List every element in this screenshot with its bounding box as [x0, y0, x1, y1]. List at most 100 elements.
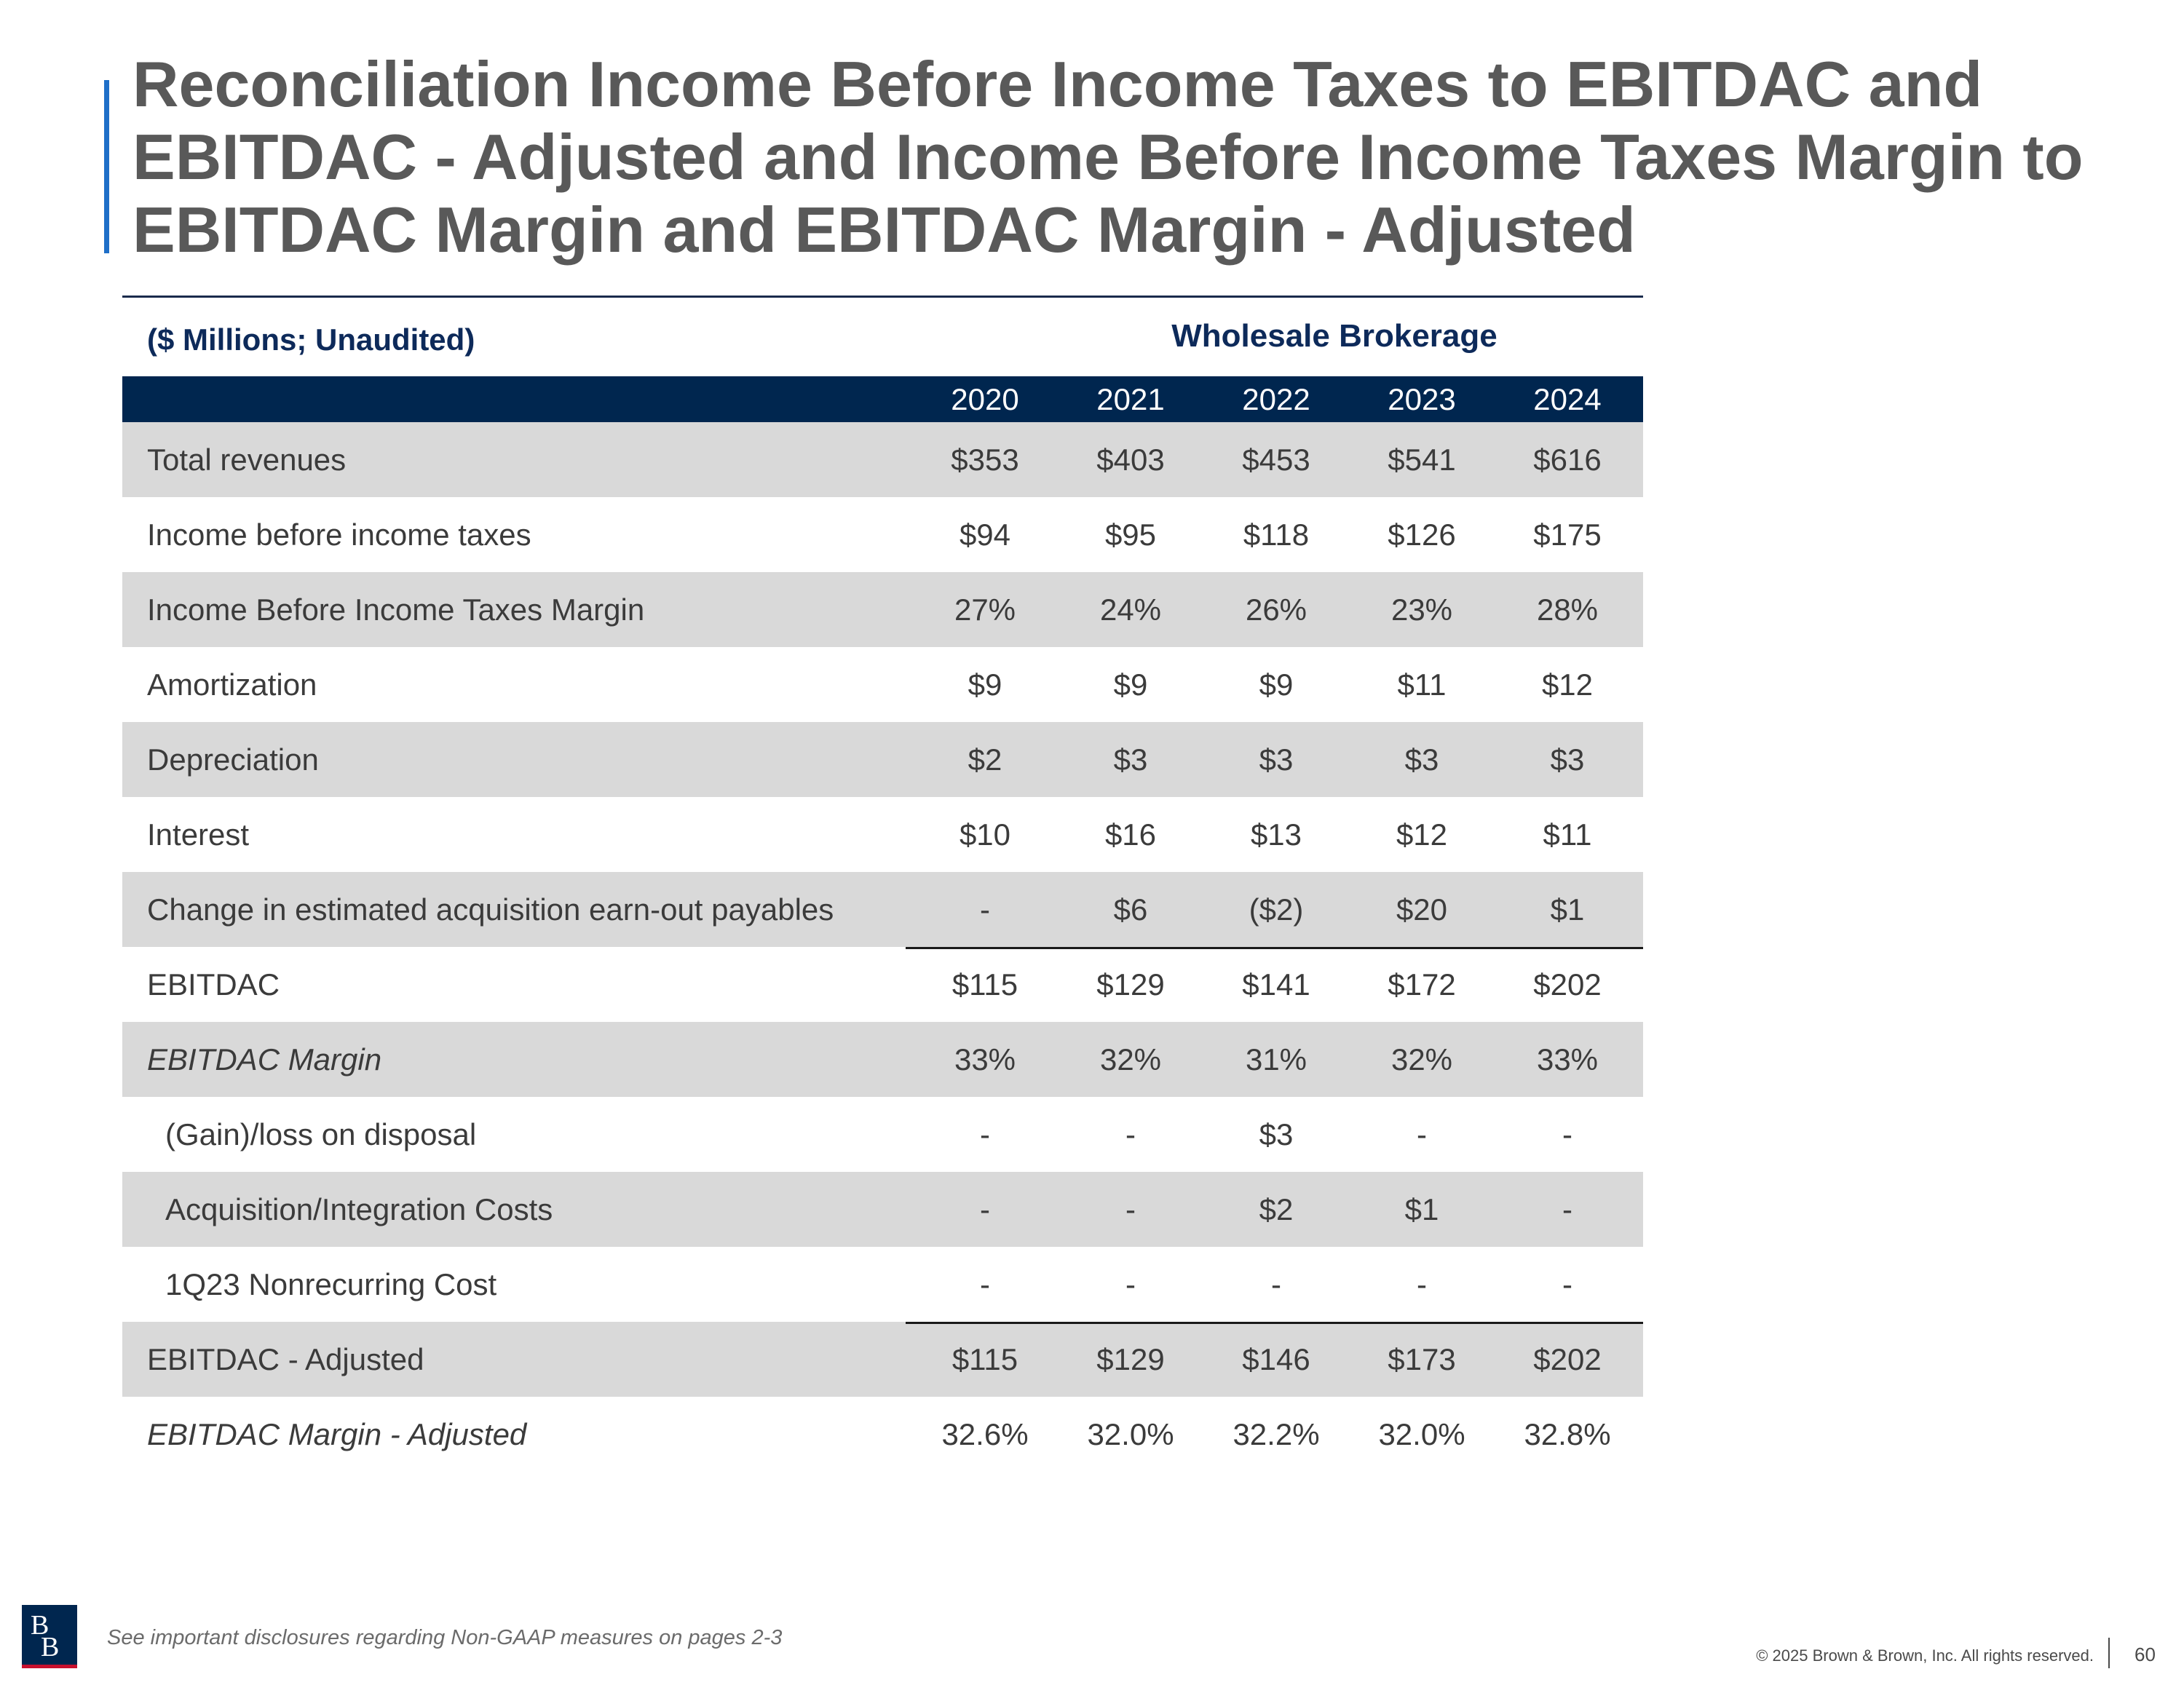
row-value: -	[1417, 1117, 1427, 1151]
row-value: $115	[951, 967, 1018, 1002]
table-row: Acquisition/Integration Costs - - $2 $1 -	[122, 1172, 1643, 1247]
row-value: $3	[1259, 1117, 1294, 1151]
title-accent-bar	[104, 80, 109, 253]
row-value: $11	[1543, 817, 1592, 852]
row-value: $9	[968, 667, 1002, 702]
row-value: $146	[1242, 1341, 1310, 1376]
row-label: Change in estimated acquisition earn-out…	[147, 892, 834, 927]
table-row: Amortization $9 $9 $9 $11 $12	[122, 647, 1643, 722]
row-value: $173	[1388, 1341, 1456, 1376]
row-value: $403	[1096, 442, 1165, 477]
row-value: $3	[1404, 742, 1439, 777]
row-value: $2	[1259, 1192, 1294, 1226]
row-value: 32.0%	[1378, 1416, 1465, 1451]
page-number: 60	[2134, 1644, 2156, 1665]
brown-brown-logo: B B	[22, 1605, 77, 1668]
table-caption-row: ($ Millions; Unaudited) Wholesale Broker…	[122, 298, 1643, 376]
row-value: 33%	[954, 1042, 1016, 1077]
row-value: -	[980, 1192, 990, 1226]
table-row: Total revenues $353 $403 $453 $541 $616	[122, 422, 1643, 497]
row-label: EBITDAC	[147, 967, 280, 1002]
row-value: $172	[1388, 967, 1456, 1002]
row-label: Acquisition/Integration Costs	[165, 1192, 553, 1226]
table-row: EBITDAC Margin - Adjusted 32.6% 32.0% 32.2%…	[122, 1397, 1643, 1472]
row-value: 32.6%	[941, 1416, 1029, 1451]
year-header: 2022	[1242, 381, 1310, 416]
row-value: -	[1562, 1117, 1572, 1151]
row-label: EBITDAC - Adjusted	[147, 1341, 424, 1376]
units-label: ($ Millions; Unaudited)	[147, 322, 475, 357]
row-value: -	[1125, 1117, 1136, 1151]
row-value: $10	[959, 817, 1011, 852]
year-header: 2023	[1388, 381, 1456, 416]
row-value: $13	[1250, 817, 1302, 852]
table-row: EBITDAC - Adjusted $115 $129 $146 $173 $202	[122, 1322, 1643, 1397]
row-value: $6	[1113, 892, 1148, 927]
year-header-row: 2020 2021 2022 2023 2024	[122, 376, 1643, 422]
row-label: Amortization	[147, 667, 317, 702]
reconciliation-table: ($ Millions; Unaudited) Wholesale Broker…	[122, 296, 1643, 1472]
row-value: 32%	[1099, 1042, 1162, 1077]
row-value: $3	[1550, 742, 1585, 777]
row-value: -	[1271, 1266, 1281, 1301]
row-value: -	[980, 1117, 990, 1151]
row-value: -	[1417, 1266, 1427, 1301]
row-value: $1	[1550, 892, 1585, 927]
table-row: Change in estimated acquisition earn-out…	[122, 872, 1643, 947]
row-value: $20	[1396, 892, 1448, 927]
row-label: Income Before Income Taxes Margin	[147, 592, 645, 627]
table-row: Interest $10 $16 $13 $12 $11	[122, 797, 1643, 872]
svg-text:B: B	[41, 1632, 59, 1660]
year-header: 2024	[1533, 381, 1602, 416]
row-value: $126	[1388, 517, 1456, 552]
row-value: $353	[951, 442, 1019, 477]
row-value: $129	[1096, 967, 1165, 1002]
row-value: $9	[1259, 667, 1294, 702]
row-value: -	[1562, 1266, 1572, 1301]
row-value: $11	[1397, 667, 1447, 702]
row-value: $3	[1113, 742, 1148, 777]
row-value: $94	[959, 517, 1011, 552]
row-value: 24%	[1099, 592, 1162, 627]
row-value: 33%	[1536, 1042, 1599, 1077]
table-top-rule	[122, 296, 1643, 298]
row-value: -	[980, 892, 990, 927]
table-row: Income Before Income Taxes Margin 27% 24% 2…	[122, 572, 1643, 647]
row-value: $3	[1259, 742, 1294, 777]
row-value: 31%	[1245, 1042, 1307, 1077]
table-row: EBITDAC Margin 33% 32% 31% 32% 33%	[122, 1022, 1643, 1097]
row-label: EBITDAC Margin	[147, 1042, 382, 1077]
row-value: $129	[1096, 1341, 1165, 1376]
row-value: -	[1125, 1266, 1136, 1301]
row-value: -	[980, 1266, 990, 1301]
table-row: Income before income taxes $94 $95 $118 $126…	[122, 497, 1643, 572]
row-label: Total revenues	[147, 442, 347, 477]
table-row: EBITDAC $115 $129 $141 $172 $202	[122, 947, 1643, 1022]
row-value: $12	[1541, 667, 1594, 702]
row-value: $541	[1388, 442, 1456, 477]
table-row: 1Q23 Nonrecurring Cost - - - - -	[122, 1247, 1643, 1322]
row-value: $175	[1533, 517, 1602, 552]
row-value: -	[1125, 1192, 1136, 1226]
row-value: 26%	[1245, 592, 1307, 627]
row-label: Depreciation	[147, 742, 319, 777]
row-value: $202	[1533, 967, 1602, 1002]
row-value: $2	[968, 742, 1002, 777]
svg-text:B: B	[31, 1610, 49, 1641]
row-value: $202	[1533, 1341, 1602, 1376]
row-label: Interest	[147, 817, 250, 852]
row-value: $12	[1396, 817, 1448, 852]
table-body: Total revenues $353 $403 $453 $541 $616 Income…	[122, 422, 1643, 1472]
segment-label: Wholesale Brokerage	[1171, 318, 1497, 354]
row-label: 1Q23 Nonrecurring Cost	[165, 1266, 497, 1301]
non-gaap-disclosure: See important disclosures regarding Non-…	[107, 1626, 783, 1649]
row-value: $453	[1242, 442, 1310, 477]
row-value: $16	[1104, 817, 1157, 852]
row-value: $141	[1242, 967, 1310, 1002]
year-header: 2021	[1096, 381, 1165, 416]
row-value: 23%	[1390, 592, 1453, 627]
row-label: EBITDAC Margin - Adjusted	[147, 1416, 527, 1451]
row-value: ($2)	[1249, 892, 1304, 927]
row-value: -	[1562, 1192, 1572, 1226]
row-value: $1	[1404, 1192, 1439, 1226]
